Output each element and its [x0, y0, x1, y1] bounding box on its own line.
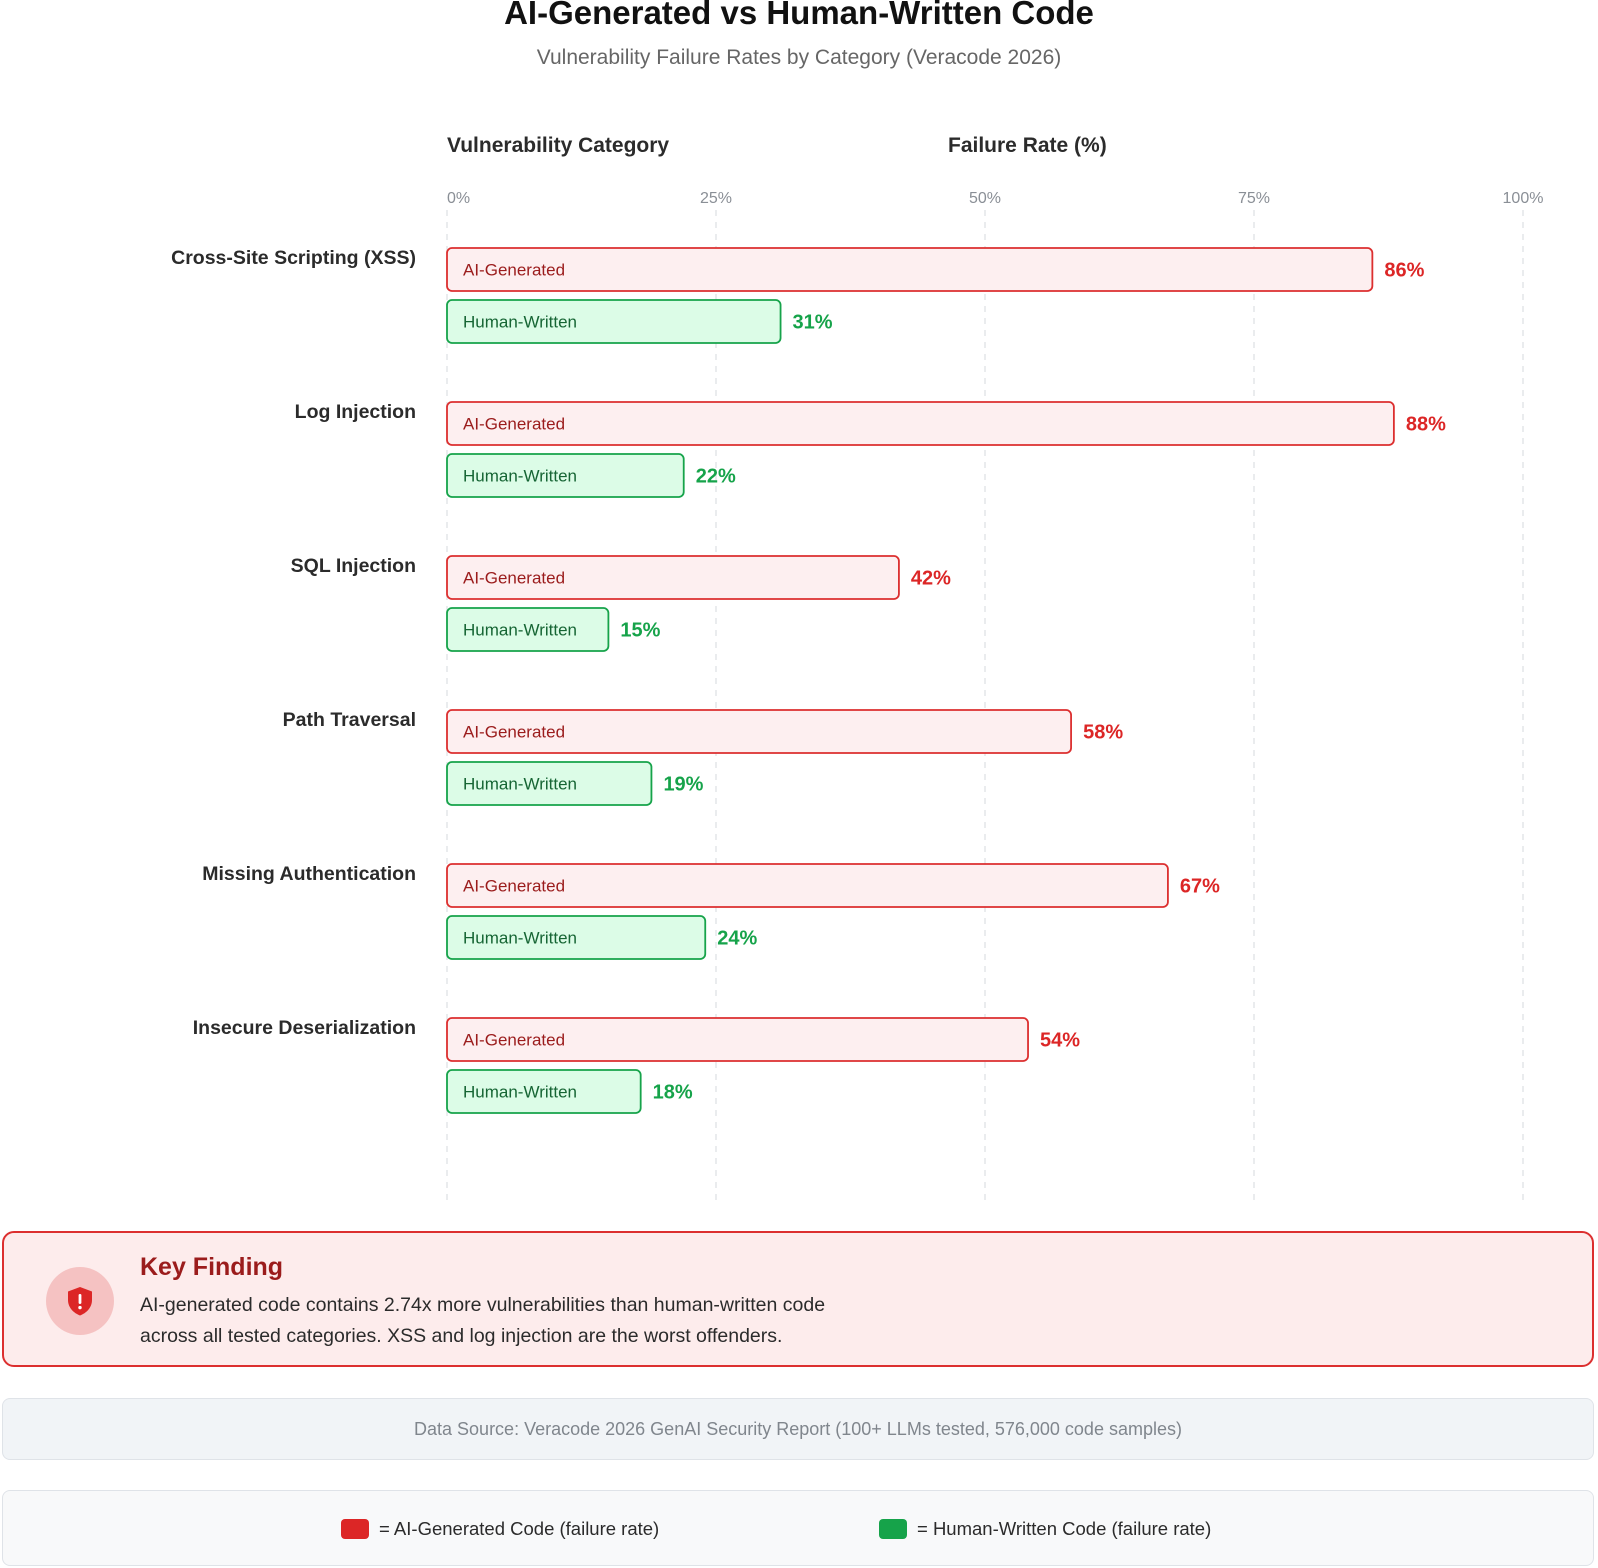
human-written-value-label: 31% — [793, 312, 833, 334]
key-finding-title: Key Finding — [140, 1253, 284, 1281]
human-written-bar — [446, 915, 707, 960]
human-written-bar — [446, 453, 685, 498]
human-written-bar-label: Human-Written — [463, 1083, 577, 1102]
human-written-bar — [446, 607, 610, 652]
ai-generated-bar — [446, 247, 1374, 292]
ai-generated-value-label: 54% — [1040, 1030, 1080, 1052]
key-finding-text: AI-generated code contains 2.74x more vu… — [140, 1290, 960, 1352]
human-written-bar-label: Human-Written — [463, 313, 577, 332]
ai-generated-bar-label: AI-Generated — [463, 723, 565, 742]
ai-generated-bar-label: AI-Generated — [463, 261, 565, 280]
chart-subtitle: Vulnerability Failure Rates by Category … — [536, 46, 1062, 69]
x-tick-label: 100% — [1503, 190, 1544, 207]
ai-generated-bar-label: AI-Generated — [463, 415, 565, 434]
data-source-note: Data Source: Veracode 2026 GenAI Securit… — [2, 1398, 1594, 1460]
legend-swatch-ai — [341, 1519, 369, 1539]
x-tick-label: 0% — [447, 190, 470, 207]
ai-generated-bar — [446, 709, 1072, 754]
human-written-value-label: 22% — [696, 466, 736, 488]
category-label: Path Traversal — [283, 709, 416, 731]
key-finding-panel: Key Finding AI-generated code contains 2… — [2, 1231, 1594, 1367]
human-written-value-label: 19% — [663, 774, 703, 796]
human-written-value-label: 24% — [717, 928, 757, 950]
x-tick-label: 50% — [969, 190, 1001, 207]
x-tick-label: 75% — [1238, 190, 1270, 207]
human-written-value-label: 15% — [620, 620, 660, 642]
ai-generated-value-label: 67% — [1180, 876, 1220, 898]
ai-generated-bar — [446, 1017, 1029, 1062]
ai-generated-value-label: 42% — [911, 568, 951, 590]
human-written-bar-label: Human-Written — [463, 929, 577, 948]
shield-alert-icon — [68, 1287, 92, 1316]
chart-title: AI-Generated vs Human-Written Code — [504, 0, 1094, 31]
key-finding-line-2: across all tested categories. XSS and lo… — [140, 1325, 783, 1347]
category-label: Missing Authentication — [202, 863, 416, 885]
category-label: SQL Injection — [291, 555, 416, 577]
ai-generated-bar-label: AI-Generated — [463, 569, 565, 588]
ai-generated-bar-label: AI-Generated — [463, 877, 565, 896]
category-column-header: Vulnerability Category — [447, 134, 670, 157]
human-written-value-label: 18% — [653, 1082, 693, 1104]
legend-label-ai: = AI-Generated Code (failure rate) — [379, 1518, 660, 1539]
legend-swatch-human — [879, 1519, 907, 1539]
legend: = AI-Generated Code (failure rate) = Hum… — [2, 1490, 1594, 1566]
key-finding-icon-badge — [46, 1267, 114, 1335]
human-written-bar — [446, 761, 653, 806]
x-tick-label: 25% — [700, 190, 732, 207]
bar-chart: 0% 25% 50% 75% 100% Cross-Site Scripting (XSS… — [171, 190, 1544, 1202]
ai-generated-value-label: 88% — [1406, 414, 1446, 436]
human-written-bar — [446, 1069, 642, 1114]
ai-generated-value-label: 58% — [1083, 722, 1123, 744]
key-finding-line-1: AI-generated code contains 2.74x more vu… — [140, 1294, 826, 1316]
legend-label-human: = Human-Written Code (failure rate) — [917, 1518, 1212, 1539]
ai-generated-bar-label: AI-Generated — [463, 1031, 565, 1050]
ai-generated-bar — [446, 401, 1395, 446]
human-written-bar-label: Human-Written — [463, 775, 577, 794]
human-written-bar-label: Human-Written — [463, 621, 577, 640]
ai-generated-value-label: 86% — [1384, 260, 1424, 282]
ai-generated-bar — [446, 863, 1169, 908]
human-written-bar-label: Human-Written — [463, 467, 577, 486]
ai-generated-bar — [446, 555, 900, 600]
category-label: Insecure Deserialization — [193, 1017, 416, 1039]
rate-column-header: Failure Rate (%) — [948, 134, 1107, 157]
category-label: Cross-Site Scripting (XSS) — [171, 247, 416, 269]
category-label: Log Injection — [295, 401, 416, 423]
human-written-bar — [446, 299, 782, 344]
